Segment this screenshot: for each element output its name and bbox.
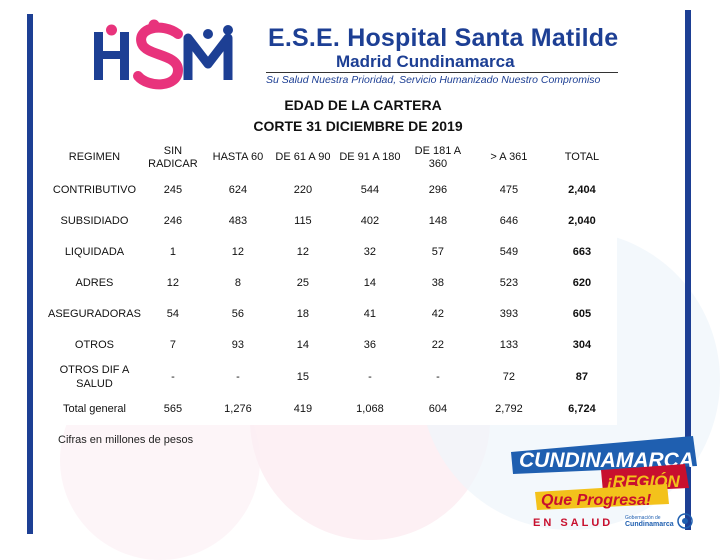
- row-label: ASEGURADORAS: [48, 299, 141, 330]
- header-cell: HASTA 60: [204, 141, 271, 175]
- row-total-cell: 663: [546, 237, 617, 268]
- row-label: OTROS: [48, 330, 141, 361]
- table-row: OTROS DIF A SALUD - - 15 - - 72 87: [48, 361, 617, 394]
- footnote: Cifras en millones de pesos: [58, 434, 194, 446]
- header-cell: REGIMEN: [48, 141, 141, 175]
- table-cell: 1,276: [204, 394, 271, 425]
- table-cell: 646: [470, 206, 547, 237]
- table-cell: 57: [404, 237, 471, 268]
- table-cell: 483: [204, 206, 271, 237]
- svg-text:Cundinamarca: Cundinamarca: [625, 521, 674, 528]
- right-accent-bar: [685, 10, 691, 530]
- row-total-cell: 87: [546, 361, 617, 394]
- table-cell: 18: [270, 299, 335, 330]
- table-cell: 14: [334, 268, 405, 299]
- row-total-cell: 605: [546, 299, 617, 330]
- table-row: SUBSIDIADO 246 483 115 402 148 646 2,040: [48, 206, 617, 237]
- table-cell: -: [204, 361, 271, 394]
- table-cell: 220: [270, 175, 335, 206]
- report-title: EDAD DE LA CARTERA: [284, 97, 442, 113]
- table-cell: 42: [404, 299, 471, 330]
- left-accent-bar: [27, 14, 33, 534]
- row-label: CONTRIBUTIVO: [48, 175, 141, 206]
- table-row: OTROS 7 93 14 36 22 133 304: [48, 330, 617, 361]
- hospital-logo: [94, 19, 233, 90]
- organization-location: Madrid Cundinamarca: [336, 52, 515, 71]
- table-cell: -: [334, 361, 405, 394]
- table-cell: 246: [140, 206, 205, 237]
- table-cell: 72: [470, 361, 547, 394]
- row-total-cell: 2,040: [546, 206, 617, 237]
- table-cell: 565: [140, 394, 205, 425]
- header-cell: > A 361: [470, 141, 547, 175]
- table-cell: 245: [140, 175, 205, 206]
- table-cell: 475: [470, 175, 547, 206]
- table-cell: 1: [140, 237, 205, 268]
- table-cell: 93: [204, 330, 271, 361]
- table-cell: 419: [270, 394, 335, 425]
- table-cell: 296: [404, 175, 471, 206]
- table-row: ASEGURADORAS 54 56 18 41 42 393 605: [48, 299, 617, 330]
- table-cell: 54: [140, 299, 205, 330]
- header-cell: SIN RADICAR: [140, 141, 205, 175]
- table-cell: 2,792: [470, 394, 547, 425]
- table-cell: -: [140, 361, 205, 394]
- svg-text:CUNDINAMARCA: CUNDINAMARCA: [519, 449, 694, 472]
- header-cell: DE 61 A 90: [270, 141, 335, 175]
- row-label: Total general: [48, 394, 141, 425]
- table-cell: 32: [334, 237, 405, 268]
- table-cell: 393: [470, 299, 547, 330]
- table-header-row: REGIMEN SIN RADICAR HASTA 60 DE 61 A 90 …: [48, 141, 617, 175]
- row-label: SUBSIDIADO: [48, 206, 141, 237]
- table-cell: 624: [204, 175, 271, 206]
- aging-table: REGIMEN SIN RADICAR HASTA 60 DE 61 A 90 …: [48, 141, 617, 425]
- organization-slogan: Su Salud Nuestra Prioridad, Servicio Hum…: [266, 74, 601, 86]
- row-total-cell: 620: [546, 268, 617, 299]
- table-cell: 15: [270, 361, 335, 394]
- table-row: CONTRIBUTIVO 245 624 220 544 296 475 2,4…: [48, 175, 617, 206]
- table-cell: 604: [404, 394, 471, 425]
- table-cell: 115: [270, 206, 335, 237]
- table-cell: 22: [404, 330, 471, 361]
- table-total-row: Total general 565 1,276 419 1,068 604 2,…: [48, 394, 617, 425]
- report-subtitle: CORTE 31 DICIEMBRE DE 2019: [253, 118, 463, 134]
- grand-total-cell: 6,724: [546, 394, 617, 425]
- table-cell: 41: [334, 299, 405, 330]
- row-label: LIQUIDADA: [48, 237, 141, 268]
- header-cell: DE 181 A 360: [404, 141, 471, 175]
- table-cell: 38: [404, 268, 471, 299]
- table-cell: 544: [334, 175, 405, 206]
- svg-text:Que Progresa!: Que Progresa!: [541, 492, 652, 509]
- table-cell: 12: [270, 237, 335, 268]
- svg-text:EN SALUD: EN SALUD: [533, 517, 613, 529]
- table-row: ADRES 12 8 25 14 38 523 620: [48, 268, 617, 299]
- table-cell: 56: [204, 299, 271, 330]
- header-divider: [266, 72, 618, 73]
- table-cell: 402: [334, 206, 405, 237]
- table-cell: 7: [140, 330, 205, 361]
- table-cell: -: [404, 361, 471, 394]
- organization-name: E.S.E. Hospital Santa Matilde: [268, 24, 619, 52]
- table-cell: 148: [404, 206, 471, 237]
- table-cell: 549: [470, 237, 547, 268]
- row-label: ADRES: [48, 268, 141, 299]
- table-cell: 523: [470, 268, 547, 299]
- table-cell: 14: [270, 330, 335, 361]
- header-cell: TOTAL: [546, 141, 617, 175]
- table-cell: 12: [140, 268, 205, 299]
- row-total-cell: 304: [546, 330, 617, 361]
- table-cell: 133: [470, 330, 547, 361]
- row-total-cell: 2,404: [546, 175, 617, 206]
- table-cell: 25: [270, 268, 335, 299]
- svg-text:Gobernación de: Gobernación de: [625, 515, 661, 521]
- row-label: OTROS DIF A SALUD: [48, 361, 141, 394]
- table-cell: 36: [334, 330, 405, 361]
- cundinamarca-badge-logo: CUNDINAMARCA ¡REGIÓN Que Progresa! EN SA…: [511, 436, 697, 529]
- header-cell: DE 91 A 180: [334, 141, 405, 175]
- table-cell: 12: [204, 237, 271, 268]
- table-cell: 1,068: [334, 394, 405, 425]
- table-row: LIQUIDADA 1 12 12 32 57 549 663: [48, 237, 617, 268]
- table-cell: 8: [204, 268, 271, 299]
